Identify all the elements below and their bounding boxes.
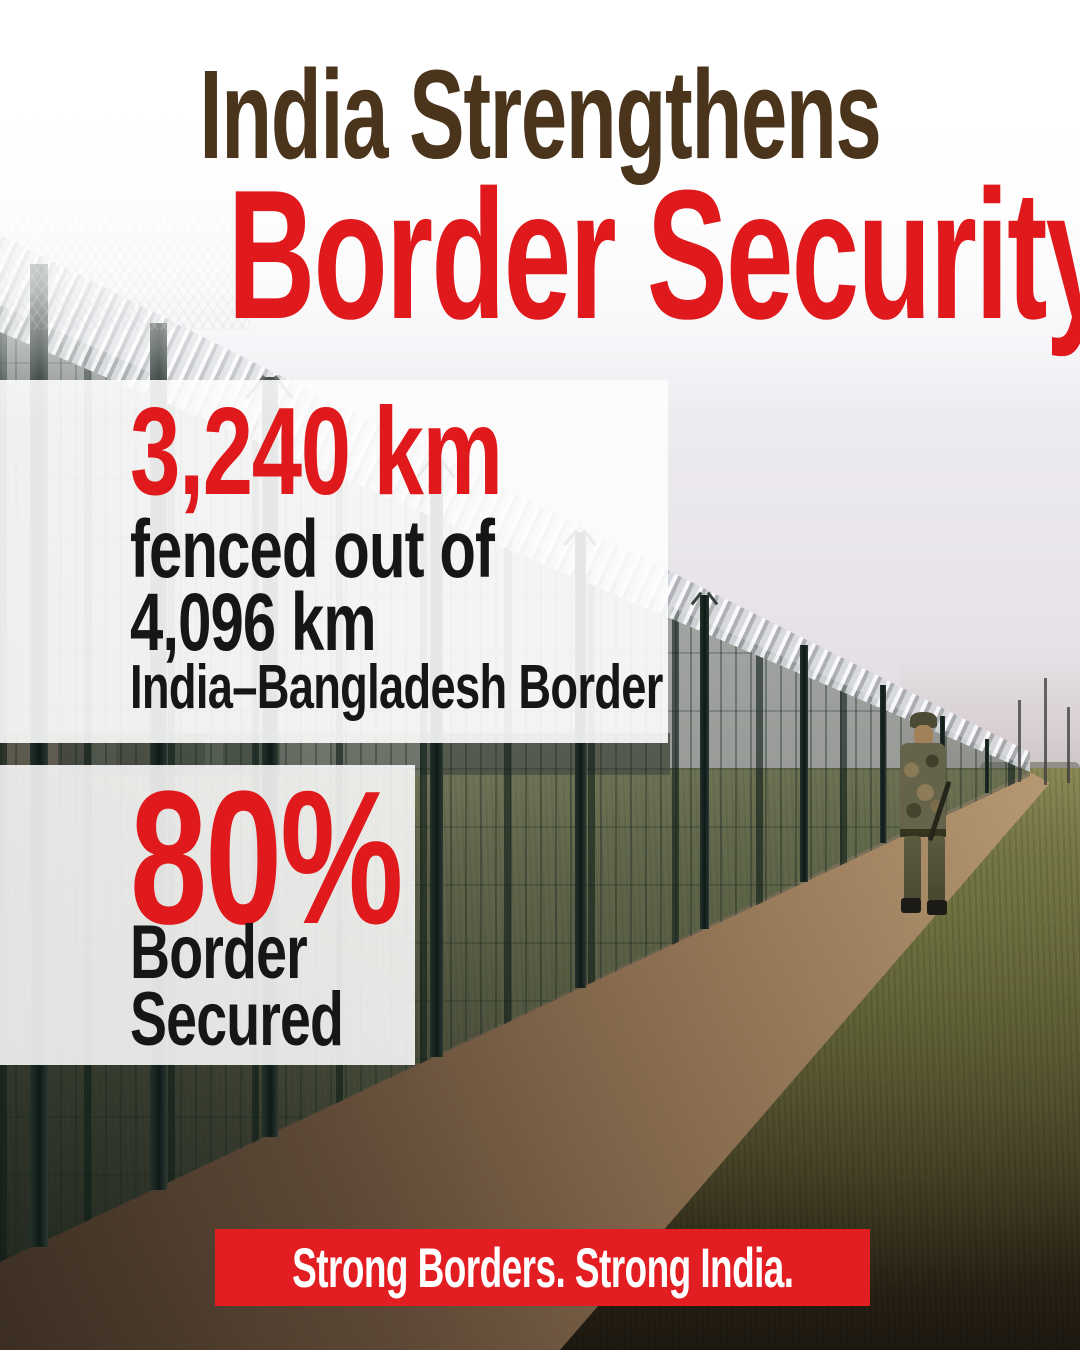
stat-fenced-value: 3,240 km (130, 383, 503, 521)
soldier-boot (901, 898, 921, 913)
soldier-leg (904, 836, 921, 902)
light-pole (1067, 707, 1070, 783)
headline-line1-text: India Strengthens (199, 44, 881, 185)
fence-post (985, 739, 989, 793)
soldier-leg (928, 836, 945, 902)
secured-stat-panel (0, 765, 415, 1065)
fenced-stat-panel (0, 380, 668, 743)
stat-fenced-desc1: fenced out of (130, 504, 495, 595)
stat-secured-desc1: Border (130, 910, 308, 995)
stat-secured-desc2: Secured (130, 977, 344, 1062)
headline-line2: Border Security (0, 162, 1080, 346)
border-guard-soldier (893, 712, 959, 927)
soldier-boot (927, 900, 947, 915)
slogan-banner: Strong Borders. Strong India. (215, 1229, 870, 1306)
headline-line2-text: Border Security (227, 151, 1080, 357)
stat-fenced-desc2: 4,096 km (130, 577, 377, 668)
slogan-text: Strong Borders. Strong India. (291, 1235, 794, 1299)
light-pole (1044, 678, 1047, 785)
stat-fenced-desc3: India–Bangladesh Border (130, 653, 663, 722)
light-pole (1018, 700, 1021, 782)
fence-post (690, 591, 719, 929)
stat-secured-value: 80% (130, 752, 403, 964)
headline-line1: India Strengthens (0, 52, 1080, 178)
fence-post (880, 685, 886, 843)
